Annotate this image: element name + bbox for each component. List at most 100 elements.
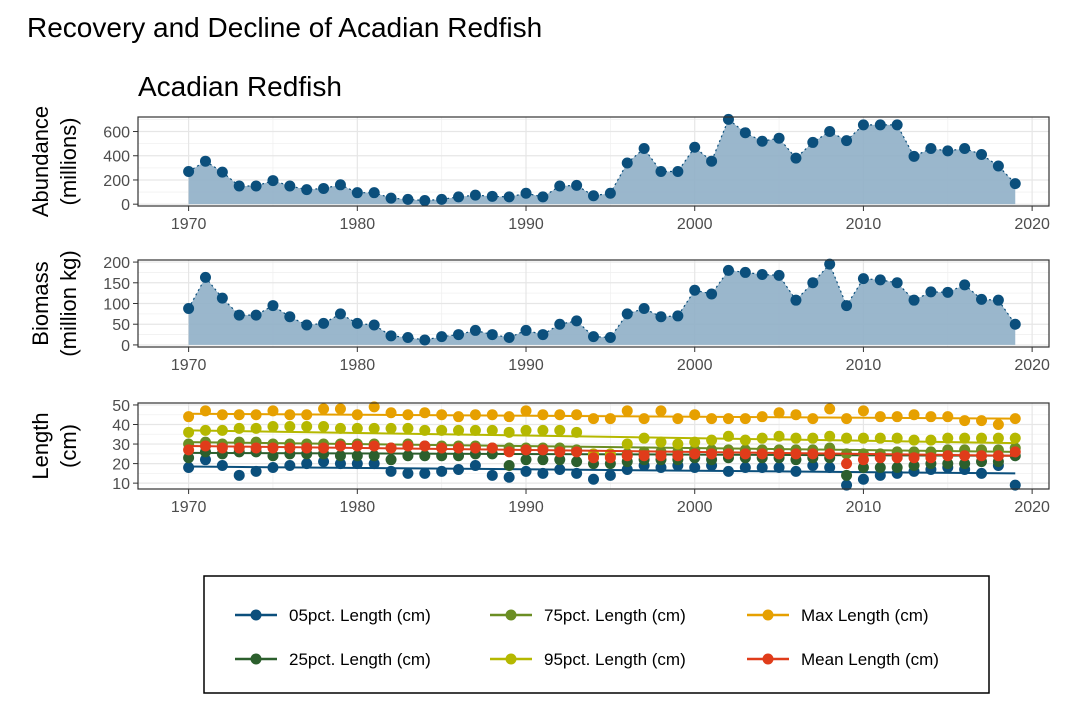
point-series-5-1983 (402, 440, 414, 452)
point-series-0-1979 (334, 458, 346, 470)
y-axis-label-unit: (millions) (56, 118, 81, 206)
point-biomass-1996 (621, 308, 633, 320)
point-series-4-2015 (942, 411, 954, 423)
point-series-3-2009 (841, 432, 853, 444)
point-abundance-1975 (267, 175, 279, 187)
point-series-0-1985 (436, 465, 448, 477)
point-series-5-1994 (588, 452, 599, 464)
point-series-3-2013 (908, 434, 920, 446)
point-abundance-2005 (773, 132, 785, 144)
legend-item-1: 25pct. Length (cm) (235, 650, 431, 669)
point-series-5-1981 (368, 440, 380, 452)
point-abundance-2011 (874, 119, 886, 131)
trend-line-series-3 (188, 429, 1016, 445)
x-tick-label: 1990 (508, 499, 544, 516)
point-abundance-1994 (588, 190, 599, 202)
point-series-0-1974 (250, 465, 262, 477)
point-series-0-1973 (233, 469, 245, 481)
point-series-1-1993 (571, 456, 583, 468)
point-series-0-1983 (402, 467, 414, 479)
y-tick-label: 150 (103, 276, 130, 293)
point-series-5-1998 (655, 450, 667, 462)
point-series-4-1991 (537, 409, 549, 421)
point-series-3-1988 (486, 424, 498, 436)
point-series-4-1979 (334, 403, 346, 415)
point-series-1-2016 (959, 458, 971, 470)
point-biomass-2018 (992, 294, 1004, 306)
legend-label: Mean Length (cm) (801, 650, 939, 669)
point-biomass-1978 (318, 317, 330, 329)
point-biomass-2015 (942, 286, 954, 298)
point-series-4-2000 (689, 409, 701, 421)
x-tick-label: 1970 (171, 357, 207, 374)
point-series-5-1984 (419, 440, 431, 452)
area-fill-biomass (188, 264, 1016, 345)
point-biomass-2012 (891, 277, 903, 289)
point-series-4-2010 (857, 405, 869, 417)
point-series-1-1989 (503, 460, 515, 472)
trend-line-series-4 (188, 412, 1016, 420)
point-abundance-1992 (554, 180, 566, 192)
point-series-1-1979 (334, 450, 346, 462)
point-series-0-1988 (486, 469, 498, 481)
legend-label: 05pct. Length (cm) (289, 606, 431, 625)
point-series-3-1976 (284, 420, 296, 432)
y-axis-label: Length (28, 412, 53, 479)
x-tick-label: 2020 (1014, 216, 1050, 233)
y-tick-label: 10 (112, 476, 130, 493)
legend-key-point (762, 609, 774, 621)
point-biomass-1974 (250, 309, 262, 321)
point-series-3-1987 (469, 424, 481, 436)
y-axis-label-unit: (million kg) (56, 250, 81, 356)
point-series-3-2008 (824, 430, 836, 442)
point-series-1-2013 (908, 460, 920, 472)
point-series-4-1999 (672, 413, 684, 425)
point-biomass-1981 (368, 319, 380, 331)
point-series-4-1986 (453, 411, 465, 423)
point-series-4-1984 (419, 407, 431, 419)
point-biomass-2017 (976, 293, 988, 305)
y-axis-label: Biomass (28, 261, 53, 345)
y-tick-label: 50 (112, 317, 130, 334)
point-series-4-2003 (739, 413, 751, 425)
panel-border (137, 402, 1050, 490)
x-tick-label: 1980 (340, 357, 376, 374)
point-series-4-2008 (824, 403, 836, 415)
point-series-5-1997 (638, 450, 650, 462)
point-biomass-1995 (604, 331, 616, 343)
y-tick-label: 40 (112, 418, 130, 435)
point-series-3-2014 (925, 434, 937, 446)
point-series-3-1980 (351, 422, 363, 434)
point-abundance-1989 (503, 191, 515, 203)
legend-label: 75pct. Length (cm) (544, 606, 686, 625)
point-series-5-1996 (621, 450, 633, 462)
point-series-5-1987 (469, 442, 481, 454)
point-series-4-1993 (571, 409, 583, 421)
point-series-3-1983 (402, 422, 414, 434)
point-biomass-1989 (503, 331, 515, 343)
point-series-4-2006 (790, 409, 802, 421)
point-series-0-1994 (588, 473, 599, 485)
point-biomass-1982 (385, 330, 397, 342)
point-abundance-2009 (841, 135, 853, 147)
point-series-4-1995 (604, 413, 616, 425)
point-abundance-2008 (824, 126, 836, 138)
legend-label: Max Length (cm) (801, 606, 929, 625)
point-abundance-1985 (436, 193, 448, 205)
x-tick-label: 1980 (340, 216, 376, 233)
point-biomass-1976 (284, 311, 296, 323)
panel-border (137, 116, 1050, 207)
point-biomass-2009 (841, 300, 853, 312)
point-series-3-2001 (706, 434, 718, 446)
point-series-3-2000 (689, 436, 701, 448)
point-biomass-1999 (672, 310, 684, 322)
point-series-0-1981 (368, 458, 380, 470)
y-tick-label: 200 (103, 255, 130, 272)
point-abundance-2003 (739, 127, 751, 139)
legend-label: 25pct. Length (cm) (289, 650, 431, 669)
point-series-3-2018 (992, 432, 1004, 444)
point-series-0-1976 (284, 460, 296, 472)
point-series-1-1970 (183, 452, 195, 464)
y-tick-label: 600 (103, 125, 130, 142)
